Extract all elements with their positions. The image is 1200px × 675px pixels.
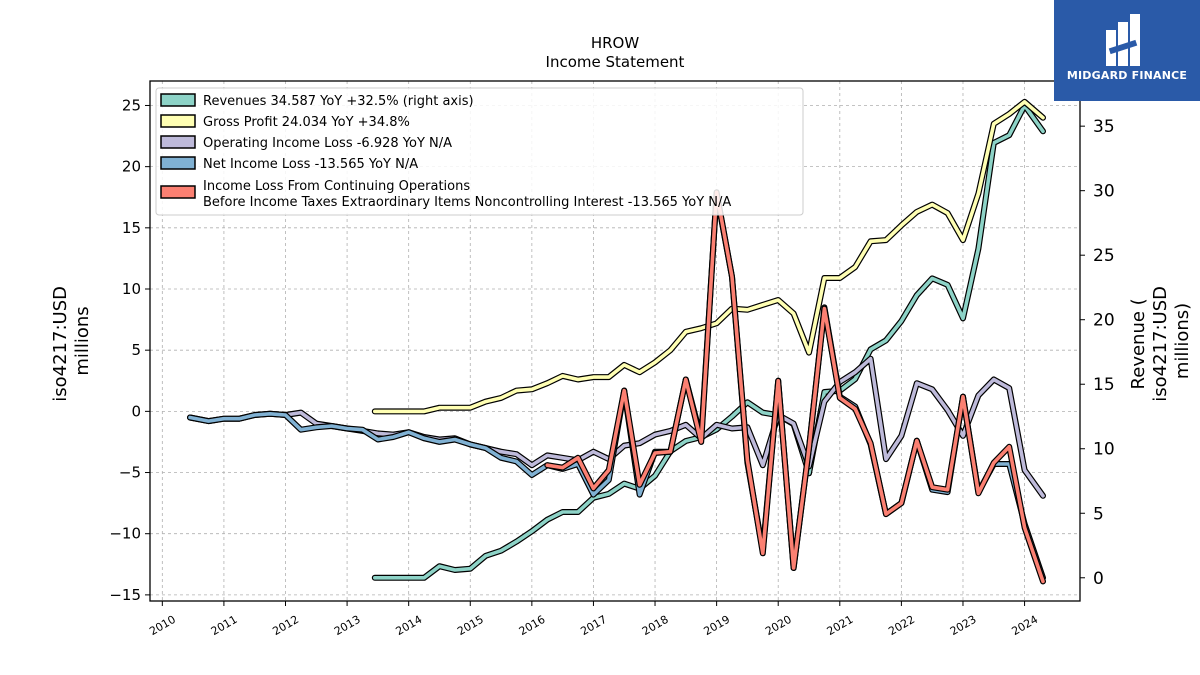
right-tick-label: 15 bbox=[1093, 375, 1115, 395]
x-tick-label: 2013 bbox=[332, 613, 363, 638]
right-tick-label: 5 bbox=[1093, 504, 1104, 524]
y-axis-label-line-2: millions bbox=[72, 306, 93, 375]
legend-box bbox=[155, 87, 804, 216]
series-line bbox=[545, 190, 1045, 584]
x-tick-label: 2020 bbox=[763, 613, 794, 638]
x-tick-label: 2017 bbox=[578, 613, 609, 638]
legend-label-gross-profit: Gross Profit 24.034 YoY +34.8% bbox=[203, 115, 410, 130]
x-tick-label: 2018 bbox=[640, 613, 671, 638]
x-tick-label: 2014 bbox=[394, 613, 425, 638]
logo-mark-icon bbox=[1106, 14, 1140, 66]
right-axis-label: Revenue ( iso4217:USD millions) bbox=[1128, 280, 1193, 401]
right-axis-label-line-3: millions) bbox=[1172, 303, 1193, 379]
y-tick-label: 5 bbox=[131, 341, 141, 359]
y-tick-label: 10 bbox=[122, 280, 141, 298]
legend-swatch-revenues bbox=[160, 93, 196, 107]
legend-label-pretax-income-line-1: Income Loss From Continuing Operations bbox=[203, 179, 470, 194]
y-axis-label: iso4217:USD millions bbox=[50, 280, 93, 401]
series-outline bbox=[544, 189, 1046, 585]
right-tick-label: 20 bbox=[1093, 311, 1115, 331]
x-tick-label: 2016 bbox=[517, 613, 548, 638]
x-tick-label: 2010 bbox=[147, 613, 178, 638]
plot-frame bbox=[149, 80, 1081, 602]
y-tick-label: 25 bbox=[122, 96, 141, 114]
legend-label-pretax-income-line-2: Before Income Taxes Extraordinary Items … bbox=[203, 195, 731, 210]
legend-swatch-net-income bbox=[160, 156, 196, 170]
right-tick-label: 10 bbox=[1093, 440, 1115, 460]
x-tick-label: 2021 bbox=[825, 613, 856, 638]
logo-text: MIDGARD FINANCE bbox=[1066, 69, 1188, 82]
legend-label-operating-income: Operating Income Loss -6.928 YoY N/A bbox=[203, 136, 452, 151]
x-tick-label: 2012 bbox=[270, 613, 301, 638]
legend-swatch-pretax-income bbox=[160, 185, 196, 199]
chart-subtitle: Income Statement bbox=[546, 53, 685, 71]
midgard-finance-logo: MIDGARD FINANCE bbox=[1054, 0, 1200, 101]
right-axis-label-line-2: iso4217:USD bbox=[1150, 286, 1171, 402]
legend-swatch-gross-profit bbox=[160, 114, 196, 128]
y-tick-label: 15 bbox=[122, 219, 141, 237]
y-tick-label: 20 bbox=[122, 158, 141, 176]
x-tick-label: 2023 bbox=[948, 613, 979, 638]
right-tick-label: 0 bbox=[1093, 569, 1104, 589]
x-tick-label: 2015 bbox=[455, 613, 486, 638]
chart-title: HROW bbox=[591, 34, 640, 52]
right-tick-label: 30 bbox=[1093, 182, 1115, 202]
y-tick-label: −10 bbox=[109, 525, 141, 543]
x-tick-label: 2011 bbox=[209, 613, 240, 638]
right-tick-label: 25 bbox=[1093, 246, 1115, 266]
series-layer bbox=[187, 98, 1046, 585]
y-tick-label: 0 bbox=[131, 402, 141, 420]
right-axis-label-line-1: Revenue ( bbox=[1128, 298, 1149, 389]
legend-swatch-operating-income bbox=[160, 135, 196, 149]
y-axis-label-line-1: iso4217:USD bbox=[50, 286, 71, 402]
legend: Revenues 34.587 YoY +32.5% (right axis) … bbox=[155, 87, 804, 216]
y-tick-label: −15 bbox=[109, 586, 141, 604]
legend-label-net-income: Net Income Loss -13.565 YoY N/A bbox=[203, 157, 418, 172]
x-tick-label: 2022 bbox=[886, 613, 917, 638]
series-4 bbox=[544, 189, 1046, 585]
x-tick-label: 2024 bbox=[1009, 613, 1040, 638]
y-tick-label: −5 bbox=[119, 464, 141, 482]
right-tick-label: 35 bbox=[1093, 117, 1115, 137]
x-tick-label: 2019 bbox=[701, 613, 732, 638]
legend-label-revenues: Revenues 34.587 YoY +32.5% (right axis) bbox=[203, 94, 474, 109]
